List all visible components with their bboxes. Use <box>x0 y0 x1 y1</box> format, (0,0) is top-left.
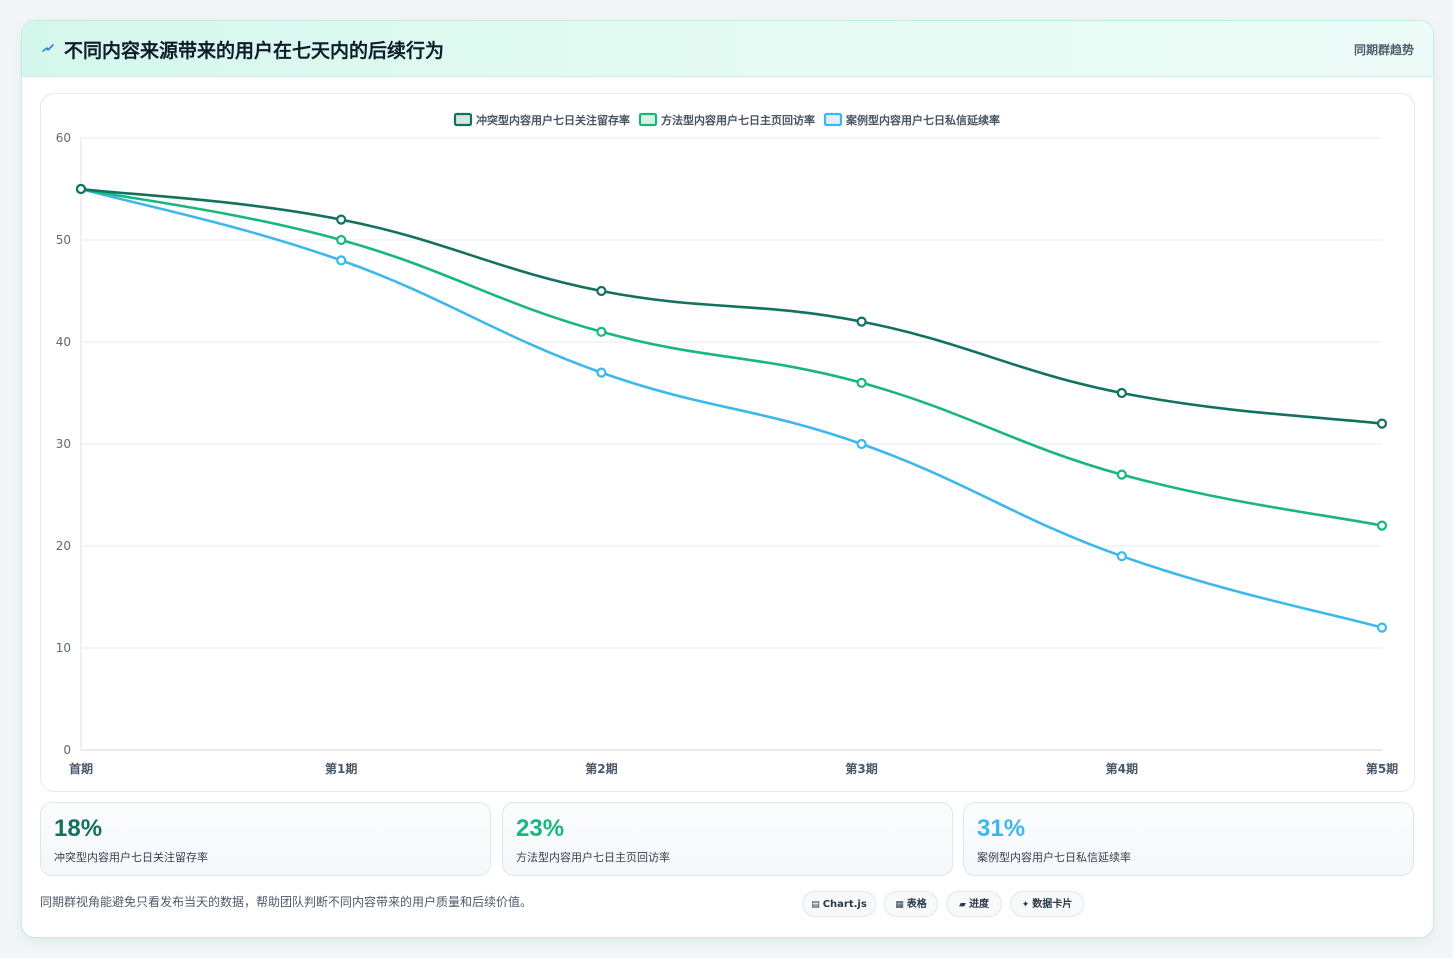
y-tick-label: 10 <box>56 641 71 655</box>
series-line <box>79 187 1384 629</box>
stat-label: 冲突型内容用户七日关注留存率 <box>54 851 208 864</box>
x-tick-label: 首期 <box>69 761 93 776</box>
chip-label: Chart.js <box>822 899 867 910</box>
legend: 冲突型内容用户七日关注留存率 方法型内容用户七日主页回访率 案例型内容用户七日私信延… <box>453 112 1000 127</box>
chart-panel: 0 10 20 30 40 50 60 首期 第1期 第2期 第3期 第4期 第5期 冲突型内容用户七日关… <box>40 93 1415 792</box>
legend-swatch <box>823 112 843 127</box>
line-chart: 0 10 20 30 40 50 60 首期 第1期 第2期 第3期 第4期 第5期 冲突型内容用户七日关… <box>56 112 1398 776</box>
data-point <box>856 316 867 327</box>
y-tick-label: 60 <box>56 131 71 145</box>
y-tick-label: 40 <box>56 335 71 349</box>
chart-icon: ▤ <box>811 900 820 910</box>
legend-swatch <box>453 112 473 127</box>
card-header: 不同内容来源带来的用户在七天内的后续行为 同期群趋势 <box>22 21 1433 77</box>
chip-label: 进度 <box>968 899 989 910</box>
data-point <box>1376 418 1388 429</box>
legend-label: 案例型内容用户七日私信延续率 <box>845 113 1000 127</box>
y-tick-label: 20 <box>56 539 71 553</box>
x-tick-label: 第3期 <box>845 761 877 776</box>
stat-label: 案例型内容用户七日私信延续率 <box>977 851 1131 864</box>
data-point <box>336 214 347 225</box>
legend-swatch <box>638 112 658 127</box>
chip-progress[interactable]: ▰ 进度 <box>946 891 1002 917</box>
y-tick-label: 0 <box>63 743 71 757</box>
chip-table[interactable]: ▦ 表格 <box>884 891 938 917</box>
chart-title: 不同内容来源带来的用户在七天内的后续行为 <box>64 40 445 62</box>
table-icon: ▦ <box>895 900 904 910</box>
progress-icon: ▰ <box>959 900 966 910</box>
data-point <box>596 367 607 378</box>
series-line <box>79 187 1384 527</box>
chip-chartjs[interactable]: ▤ Chart.js <box>802 891 876 917</box>
data-point <box>336 255 347 266</box>
stat-card-conflict: 18% 冲突型内容用户七日关注留存率 <box>40 802 491 876</box>
chip-data-card[interactable]: ✦ 数据卡片 <box>1010 891 1084 917</box>
chip-label: 表格 <box>906 899 927 910</box>
data-point <box>856 438 867 450</box>
x-tick-label: 第1期 <box>325 761 357 776</box>
trend-tag: 同期群趋势 <box>1353 43 1414 57</box>
data-point <box>336 234 347 246</box>
data-point <box>596 285 607 297</box>
footnote: 同期群视角能避免只看发布当天的数据，帮助团队判断不同内容带来的用户质量和后续价值… <box>40 895 533 909</box>
y-tick-label: 30 <box>56 437 71 451</box>
data-point <box>596 326 607 337</box>
data-point <box>1116 469 1127 480</box>
cohort-card: 不同内容来源带来的用户在七天内的后续行为 同期群趋势 0 10 20 30 40 50 60… <box>21 20 1434 938</box>
legend-label: 冲突型内容用户七日关注留存率 <box>476 113 630 127</box>
stat-value: 31% <box>977 815 1026 842</box>
stat-card-method: 23% 方法型内容用户七日主页回访率 <box>502 802 953 876</box>
stat-card-case: 31% 案例型内容用户七日私信延续率 <box>963 802 1414 876</box>
sparkle-icon: ✦ <box>1021 900 1030 910</box>
data-point <box>856 377 867 388</box>
stat-value: 18% <box>54 815 103 842</box>
y-tick-label: 50 <box>56 233 71 247</box>
stat-value: 23% <box>516 815 565 842</box>
stat-label: 方法型内容用户七日主页回访率 <box>516 851 670 864</box>
data-point <box>75 183 87 195</box>
x-tick-label: 第4期 <box>1106 761 1138 776</box>
x-tick-label: 第5期 <box>1366 761 1398 776</box>
legend-label: 方法型内容用户七日主页回访率 <box>661 113 815 127</box>
chip-label: 数据卡片 <box>1032 899 1073 910</box>
data-point <box>1376 622 1388 633</box>
data-point <box>1376 520 1388 531</box>
x-tick-label: 第2期 <box>585 761 617 776</box>
series-line <box>79 187 1384 425</box>
data-point <box>1116 551 1127 562</box>
lightning-icon <box>42 44 54 52</box>
data-point <box>1116 387 1127 399</box>
